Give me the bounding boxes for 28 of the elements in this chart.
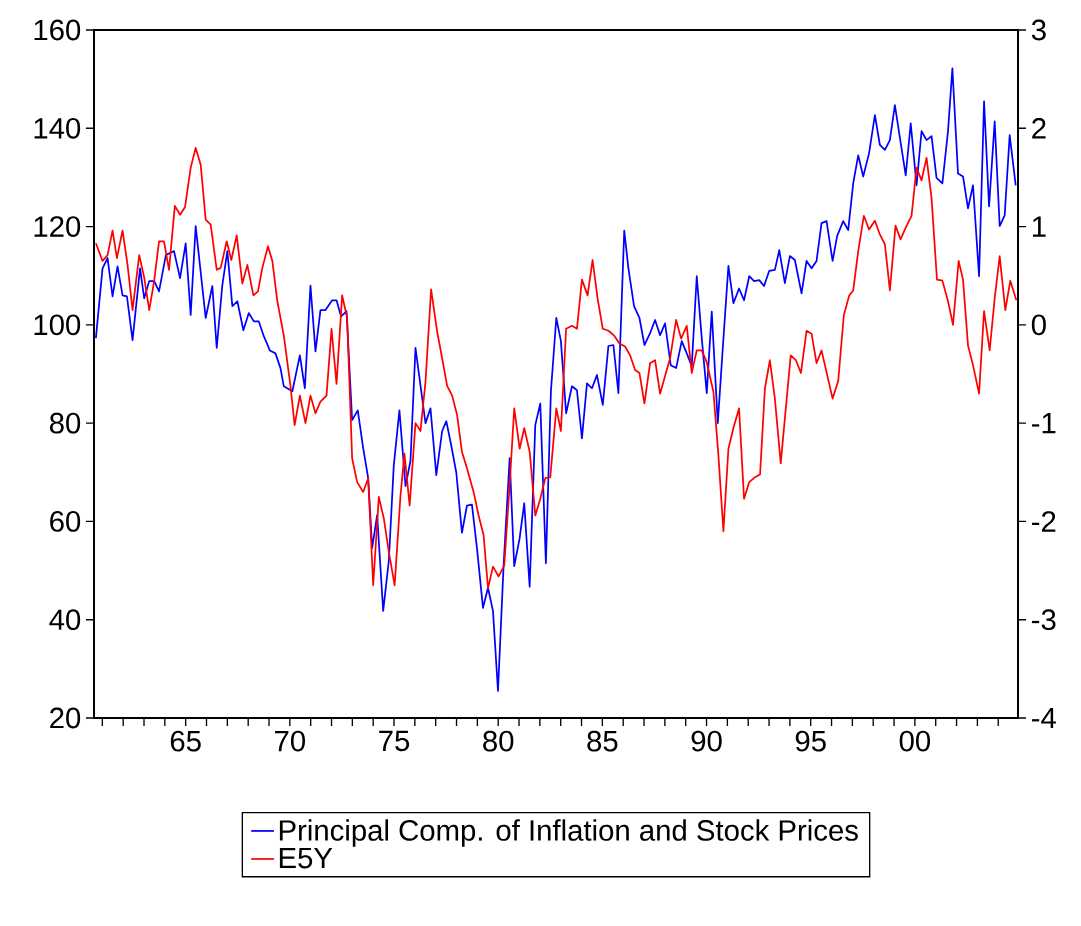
x-tick-label: 70 bbox=[275, 730, 306, 752]
x-tick-label: 85 bbox=[587, 730, 618, 752]
x-tick-label: 00 bbox=[899, 730, 931, 752]
y-tick-label: 40 bbox=[49, 609, 81, 631]
y-tick-label: 100 bbox=[34, 314, 81, 336]
x-tick-label: 65 bbox=[170, 730, 201, 752]
x-tick-label: 80 bbox=[483, 730, 514, 752]
legend-label: E5Y bbox=[279, 847, 333, 869]
x-tick-label: 90 bbox=[691, 730, 722, 752]
y2-tick-label: -4 bbox=[1032, 707, 1056, 729]
line-series bbox=[95, 147, 1018, 590]
legend-label: Principal Comp. of Inflation and Stock Prices bbox=[279, 819, 858, 847]
y-tick-label: 20 bbox=[50, 707, 81, 729]
y2-tick-label: -1 bbox=[1032, 413, 1056, 434]
y-tick-label: 140 bbox=[34, 117, 81, 139]
y2-tick-label: 3 bbox=[1031, 19, 1046, 41]
x-tick-label: 75 bbox=[379, 730, 410, 752]
y-tick-label: 80 bbox=[49, 412, 81, 434]
y-tick-label: 60 bbox=[50, 511, 81, 532]
y-tick-label: 120 bbox=[34, 216, 81, 237]
x-tick-label: 95 bbox=[795, 730, 826, 752]
y2-tick-label: 1 bbox=[1032, 216, 1046, 237]
y2-tick-label: -3 bbox=[1032, 609, 1056, 631]
y2-tick-label: 0 bbox=[1031, 314, 1046, 336]
y2-tick-label: -2 bbox=[1032, 511, 1056, 532]
line-series bbox=[95, 67, 1017, 692]
y-tick-label: 160 bbox=[34, 19, 81, 41]
y2-tick-label: 2 bbox=[1032, 118, 1046, 139]
